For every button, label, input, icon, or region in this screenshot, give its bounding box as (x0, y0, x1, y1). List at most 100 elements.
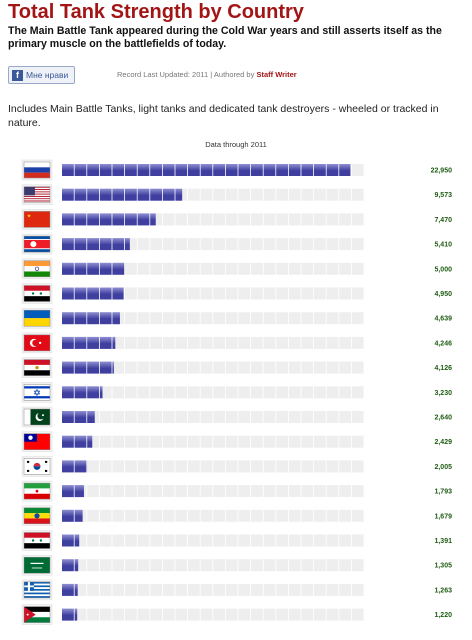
bar-track-segment (112, 583, 125, 596)
bar-track-segment (213, 361, 225, 374)
bar-track-segment (150, 287, 162, 300)
bar-track-segment (175, 559, 188, 572)
bar-track-segment (137, 262, 150, 275)
bar-track-segment (288, 188, 301, 201)
bar-track-segment (276, 336, 288, 349)
bar-track-segment (263, 262, 276, 275)
bar-track-segment (175, 509, 188, 522)
bar-track-segment (112, 386, 125, 399)
bar-segment (87, 411, 95, 423)
bar-track-segment (351, 361, 364, 374)
bar-segment (87, 238, 99, 251)
bar-track-segment (150, 238, 162, 251)
bar-track-segment (288, 361, 301, 374)
bar-track-segment (301, 213, 314, 226)
bar-track-segment (200, 583, 213, 596)
bar-track-segment (99, 559, 112, 572)
bar-track-segment (339, 262, 351, 275)
bar-track-segment (288, 213, 301, 226)
author-link[interactable]: Staff Writer (256, 70, 297, 79)
bar-track-segment (200, 238, 213, 251)
bar-track-segment (225, 435, 238, 448)
bar-segment (99, 188, 112, 201)
bar-track-segment (213, 188, 225, 201)
bar-segment (112, 312, 120, 325)
bar-segment (288, 164, 301, 176)
bar-track-segment (288, 559, 301, 572)
bar-track-segment (225, 559, 238, 572)
like-label: Мне нрави (26, 70, 69, 80)
bar-track-segment (238, 411, 251, 423)
bar-track-segment (175, 435, 188, 448)
bar-track-segment (87, 608, 99, 621)
bar-track-segment (314, 534, 326, 547)
bar-segment (62, 336, 74, 349)
bar-track-segment (225, 188, 238, 201)
bar-track-segment (162, 411, 175, 423)
bar-track-segment (314, 509, 326, 522)
bar-segment (112, 336, 116, 349)
bar-track-segment (125, 509, 137, 522)
bar-segment (112, 188, 125, 201)
bar-track-segment (213, 485, 225, 498)
bar-segment (87, 361, 99, 374)
value-label: 4,246 (434, 340, 452, 347)
bar-track-segment (301, 435, 314, 448)
bar-track-segment (251, 435, 263, 448)
bar-track-segment (301, 411, 314, 423)
facebook-like-button[interactable]: f Мне нрави (8, 66, 75, 84)
bar-track-segment (251, 386, 263, 399)
bar-track-segment (162, 386, 175, 399)
bar-track-segment (125, 534, 137, 547)
bar-track-segment (162, 534, 175, 547)
bar-track-segment (251, 336, 263, 349)
bar-segment (125, 188, 137, 201)
bar-track-segment (288, 460, 301, 473)
bar-track-segment (263, 213, 276, 226)
bar-track-segment (137, 583, 150, 596)
bar-track-segment (200, 509, 213, 522)
bar-segment (62, 485, 74, 498)
bar-track-segment (225, 460, 238, 473)
bar-track-segment (314, 460, 326, 473)
bar-track-segment (175, 238, 188, 251)
bar-track-segment (276, 509, 288, 522)
bar-segment (74, 361, 87, 374)
value-label: 2,005 (434, 464, 452, 471)
bar-track-segment (288, 583, 301, 596)
bar-track-segment (301, 608, 314, 621)
india-flag-icon: India (23, 260, 51, 278)
bar-track-segment (87, 435, 99, 448)
bar-track-segment (200, 485, 213, 498)
bar-track-segment (288, 287, 301, 300)
bar-segment (74, 164, 87, 176)
bar-segment (225, 164, 238, 176)
bar-track-segment (213, 583, 225, 596)
bar-segment (74, 460, 87, 473)
bar-track-segment (339, 213, 351, 226)
bar-track-segment (276, 386, 288, 399)
bar-segment (74, 583, 78, 596)
bar-segment (137, 188, 150, 201)
bar-track-segment (175, 583, 188, 596)
chart-row: United States 9,573 (21, 184, 452, 205)
bar-track-segment (188, 509, 200, 522)
bar-track-segment (288, 509, 301, 522)
bar-track-segment (326, 509, 339, 522)
bar-track-segment (339, 411, 351, 423)
bar-track-segment (351, 509, 364, 522)
saudi-arabia-flag-icon: Saudi Arabia (23, 556, 51, 574)
value-label: 2,429 (434, 439, 452, 446)
bar-segment (74, 435, 87, 448)
bar-track-segment (238, 336, 251, 349)
bar-track-segment (137, 509, 150, 522)
bar-segment (74, 213, 87, 226)
bar-track-segment (326, 485, 339, 498)
bar-track-segment (326, 386, 339, 399)
bar-track-segment (276, 188, 288, 201)
bar-track-segment (87, 559, 99, 572)
bar-segment (62, 213, 74, 226)
bar-segment (87, 435, 93, 448)
bar-track-segment (150, 213, 162, 226)
bar-segment (99, 164, 112, 176)
